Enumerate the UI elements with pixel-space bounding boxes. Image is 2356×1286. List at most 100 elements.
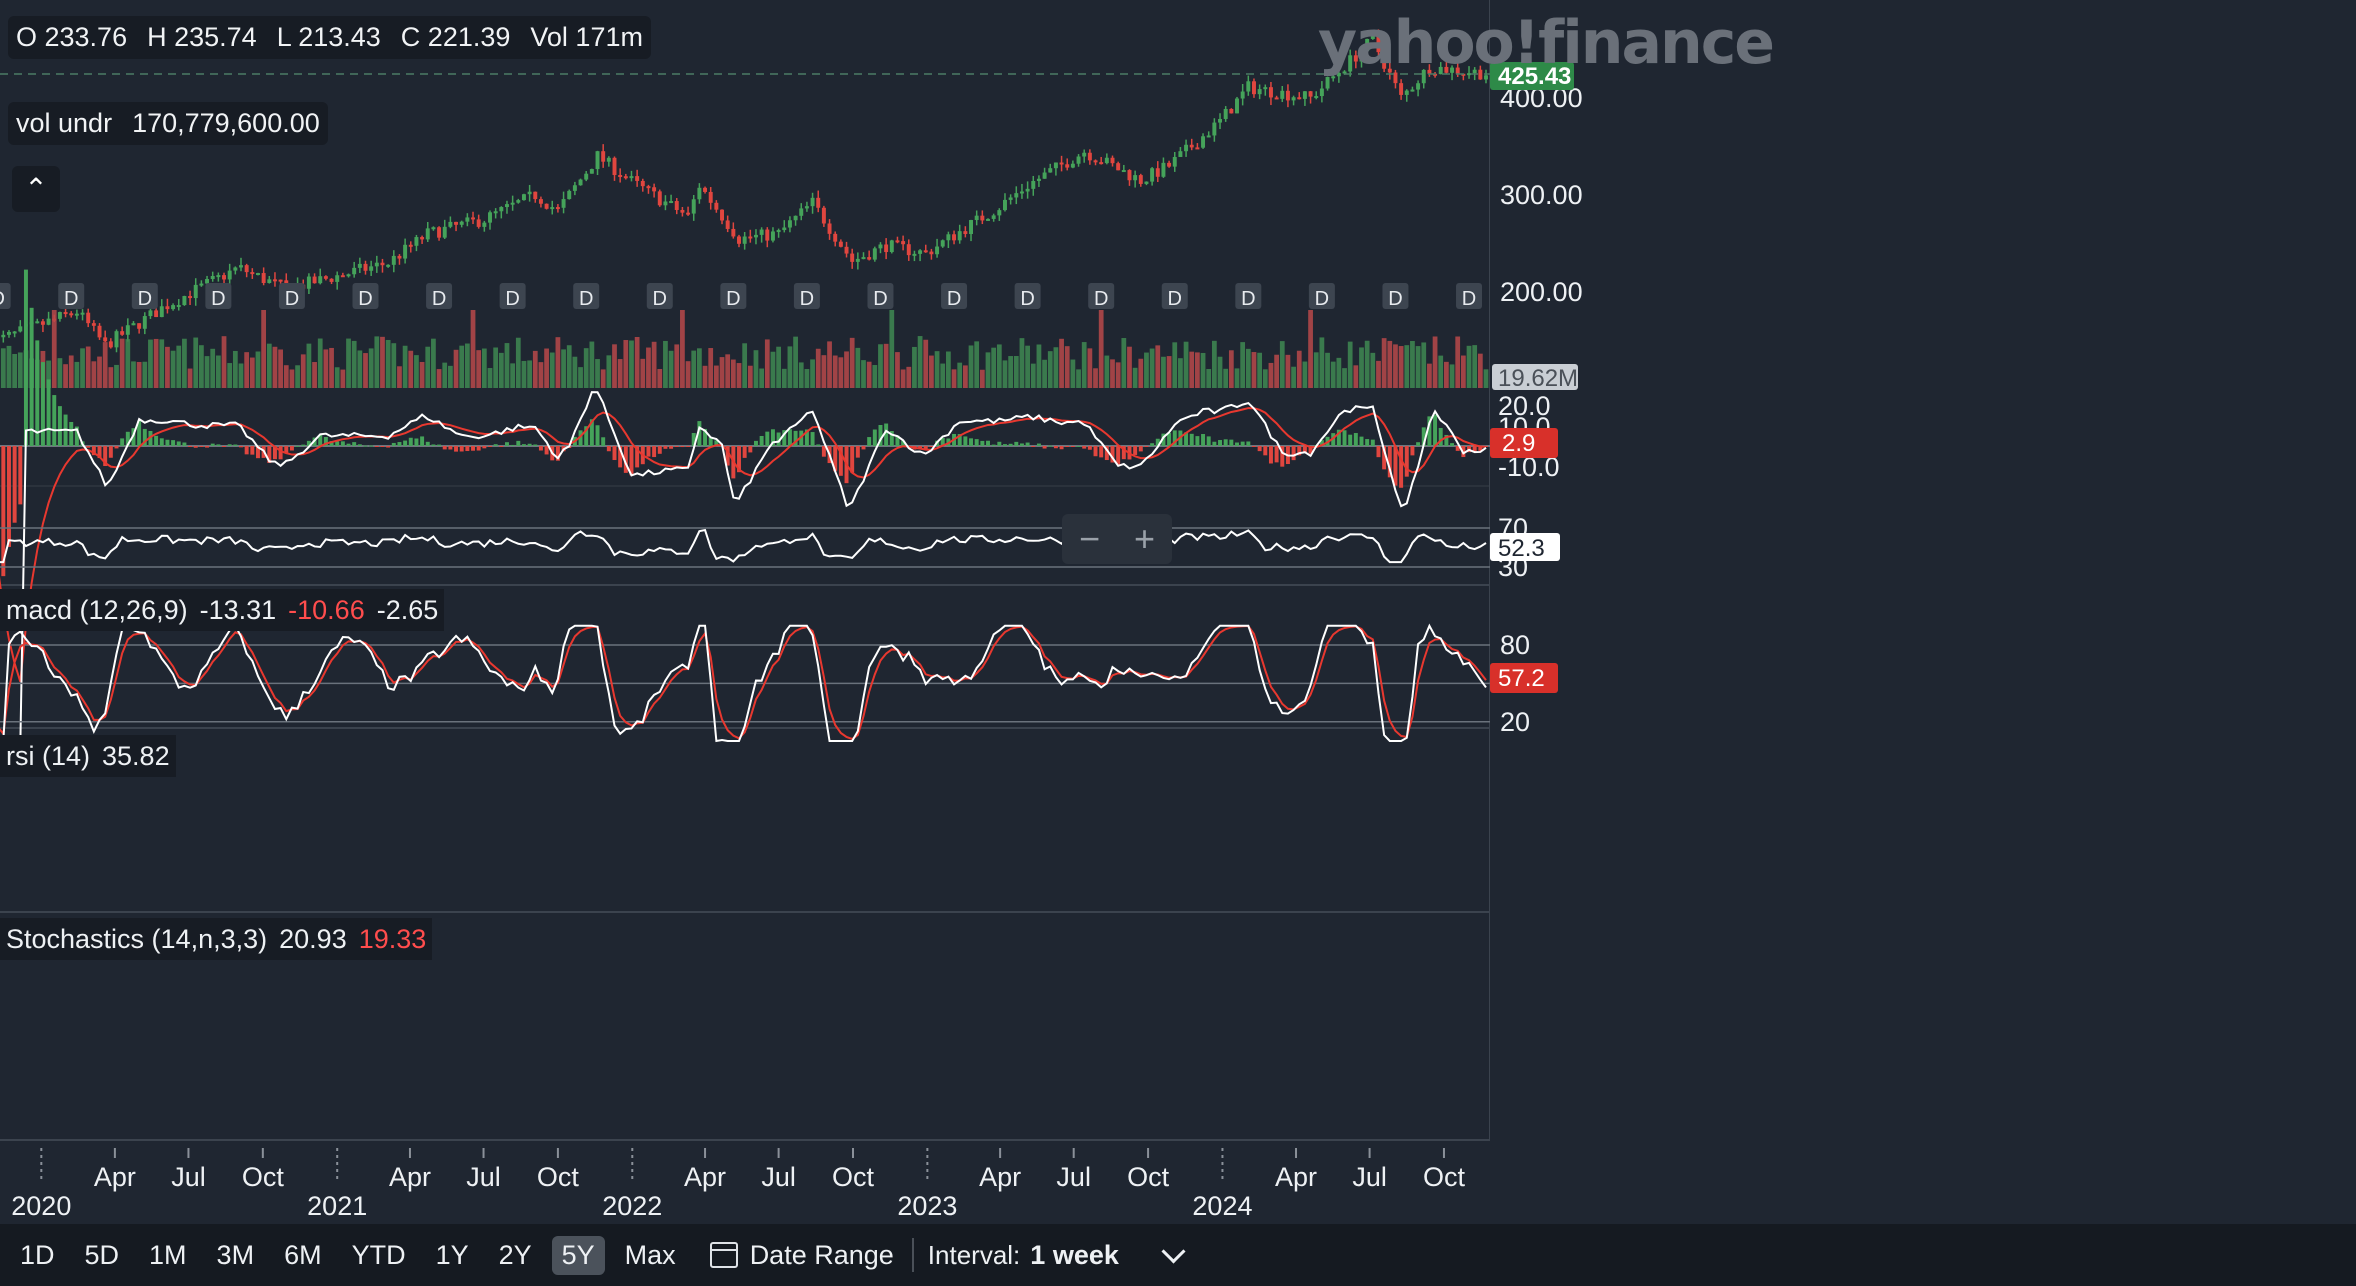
- rsi-line: [0, 528, 1487, 564]
- volume-bar: [425, 346, 431, 388]
- volume-bar: [872, 365, 878, 388]
- volume-bar: [697, 348, 702, 388]
- interval-value[interactable]: 1 week: [1030, 1239, 1119, 1270]
- macd-histogram-bar: [1370, 439, 1375, 446]
- macd-histogram-bar: [454, 446, 459, 452]
- volume-bar: [793, 336, 798, 388]
- collapse-legend-button[interactable]: ⌃: [12, 166, 60, 212]
- volume-bar: [815, 348, 821, 388]
- volume-bar: [561, 349, 566, 388]
- candle: [759, 229, 764, 235]
- volume-bar: [1121, 338, 1127, 388]
- candle: [125, 325, 130, 335]
- macd-histogram-bar: [703, 428, 708, 446]
- range-max-button[interactable]: Max: [624, 1239, 676, 1270]
- price-tick-label: 200.00: [1500, 277, 1583, 307]
- candle: [205, 279, 210, 284]
- volume-bar: [1104, 355, 1110, 388]
- range-1m-button[interactable]: 1M: [149, 1239, 187, 1270]
- range-6m-button[interactable]: 6M: [284, 1239, 322, 1270]
- range-ytd-button[interactable]: YTD: [351, 1239, 406, 1270]
- macd-label[interactable]: macd (12,26,9) -13.31 -10.66 -2.65: [0, 589, 445, 631]
- dividend-label: D: [505, 288, 519, 310]
- volume-bar: [600, 369, 606, 388]
- macd-histogram-bar: [244, 446, 249, 455]
- macd-histogram-bar: [708, 437, 713, 446]
- volume-bar: [1223, 368, 1229, 388]
- volume-bar: [1460, 355, 1466, 388]
- x-month-label: Jul: [1352, 1162, 1387, 1192]
- macd-histogram-bar: [589, 419, 594, 446]
- rsi-label[interactable]: rsi (14) 35.82: [0, 735, 176, 777]
- x-month-label: Apr: [979, 1162, 1021, 1192]
- macd-histogram-bar: [1308, 446, 1313, 454]
- zoom-in-button[interactable]: +: [1133, 518, 1156, 559]
- zoom-out-button[interactable]: −: [1078, 518, 1101, 559]
- macd-histogram-bar: [1167, 432, 1172, 446]
- macd-histogram-bar: [182, 442, 187, 446]
- candle: [691, 199, 696, 214]
- candle: [1223, 108, 1228, 119]
- range-5d-button[interactable]: 5D: [84, 1239, 120, 1270]
- dividend-label: D: [1020, 288, 1034, 310]
- chevron-up-icon: ⌃: [24, 173, 48, 204]
- candle: [833, 233, 838, 242]
- volume-bar: [1393, 344, 1398, 388]
- chevron-down-icon[interactable]: [1161, 1238, 1186, 1264]
- range-2y-button[interactable]: 2Y: [498, 1239, 532, 1270]
- volume-bar: [634, 337, 640, 388]
- range-5y-button[interactable]: 5Y: [551, 1235, 605, 1275]
- dividend-badge: [1235, 283, 1262, 309]
- volume-bar: [968, 345, 974, 388]
- date-range-button[interactable]: Date Range: [709, 1240, 894, 1271]
- candle: [323, 276, 328, 279]
- dividend-badge: [1308, 283, 1335, 309]
- dividend-label: D: [138, 288, 152, 310]
- candle: [1370, 35, 1375, 39]
- volume-bar: [17, 352, 23, 388]
- macd-histogram-bar: [872, 429, 877, 446]
- candle: [448, 221, 453, 227]
- volume-bar: [391, 343, 397, 388]
- candle: [499, 207, 504, 212]
- volume-bar: [221, 336, 227, 388]
- dividend-marker: D: [426, 283, 453, 310]
- volume-bar: [1081, 342, 1087, 388]
- volume-bar: [402, 345, 408, 388]
- candle: [708, 191, 713, 203]
- range-3m-button[interactable]: 3M: [216, 1239, 255, 1270]
- volume-bar: [46, 360, 51, 388]
- volume-bar: [747, 365, 753, 388]
- x-month-label: Apr: [94, 1162, 136, 1192]
- macd-histogram-bar: [1404, 446, 1409, 477]
- macd-histogram-bar: [1036, 443, 1041, 446]
- dividend-marker: D: [1456, 283, 1483, 310]
- macd-histogram-bar: [352, 442, 357, 446]
- candle: [193, 284, 198, 299]
- range-1y-button[interactable]: 1Y: [435, 1239, 469, 1270]
- macd-histogram-bar: [1342, 430, 1347, 446]
- candle: [1274, 97, 1279, 100]
- range-1d-button[interactable]: 1D: [20, 1239, 55, 1270]
- volume-bar: [368, 348, 374, 388]
- range-toolbar: 1D 5D 1M 3M 6M YTD 1Y 2Y 5Y Max Date Ran…: [0, 1224, 2356, 1286]
- macd-histogram-bar: [1410, 446, 1415, 456]
- volume-bar: [668, 350, 674, 388]
- stochastics-label[interactable]: Stochastics (14,n,3,3) 20.93 19.33: [0, 918, 433, 960]
- volume-bar: [657, 369, 663, 388]
- dividend-marker: D: [793, 283, 820, 310]
- candle: [374, 262, 379, 267]
- dividend-badge: [131, 283, 158, 309]
- volume-bar: [249, 357, 255, 388]
- volume-bar: [1415, 346, 1421, 388]
- stochastics-title: Stochastics (14,n,3,3): [6, 924, 268, 954]
- volume-bar: [442, 362, 448, 388]
- macd-histogram-bar: [516, 440, 521, 446]
- macd-histogram-bar: [1353, 433, 1358, 446]
- candle: [1138, 175, 1143, 184]
- macd-histogram-bar: [1263, 446, 1268, 456]
- volume-bar: [97, 356, 102, 388]
- candle: [306, 276, 311, 289]
- macd-histogram-bar: [1042, 446, 1047, 449]
